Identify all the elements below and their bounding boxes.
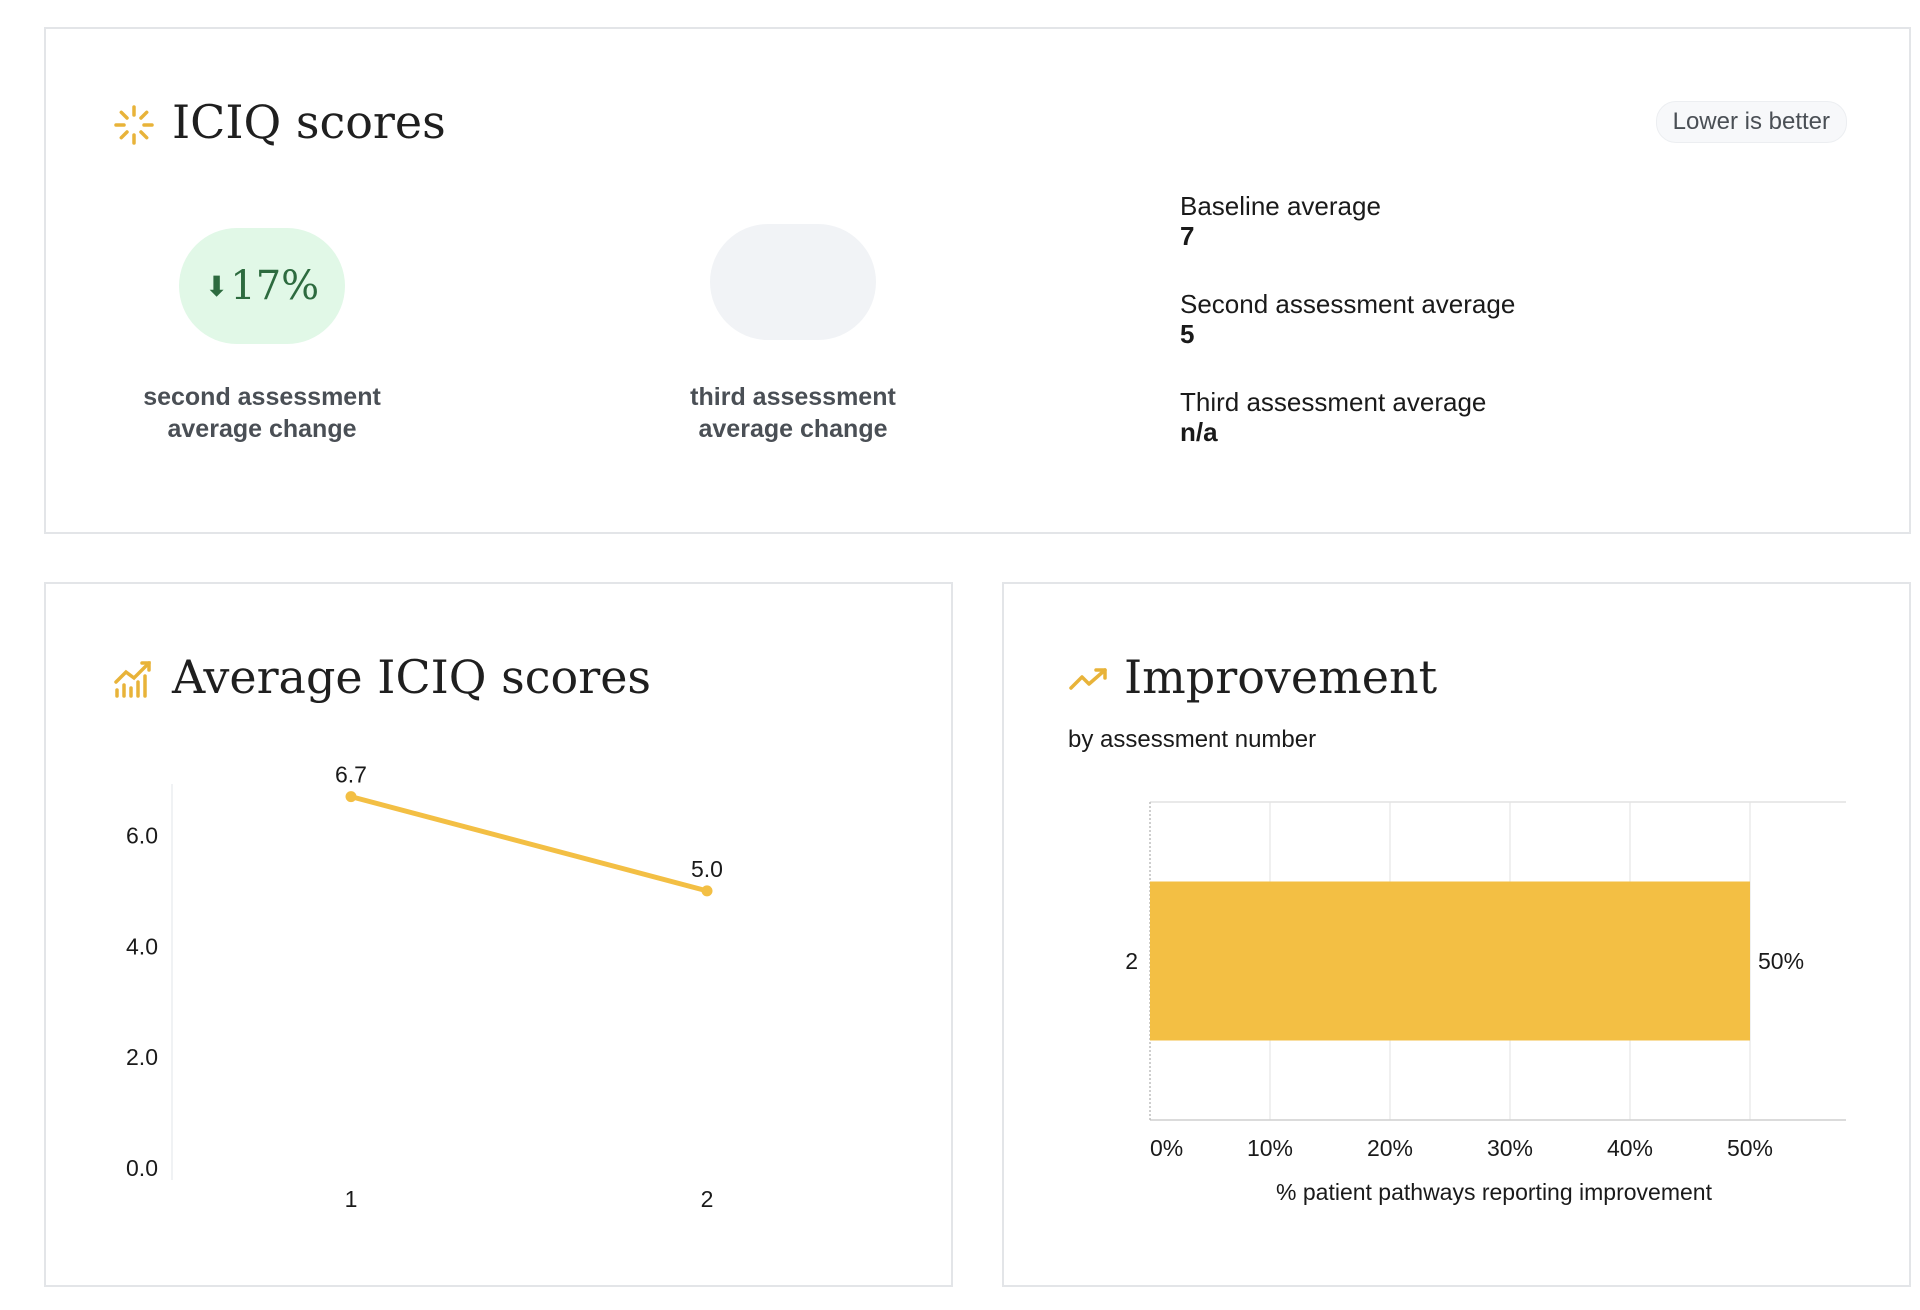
x-tick-label: 20% <box>1367 1135 1413 1161</box>
iciq-scores-card: ICIQ scores Lower is better ⬇ 17% second… <box>44 27 1911 534</box>
lower-is-better-badge: Lower is better <box>1655 101 1847 143</box>
trending-up-icon <box>1069 668 1107 690</box>
y-tick-label: 4.0 <box>126 933 158 959</box>
data-point <box>701 885 713 897</box>
y-tick-label: 0.0 <box>126 1155 158 1181</box>
x-tick-label: 1 <box>345 1186 358 1212</box>
x-axis-label: % patient pathways reporting improvement <box>1276 1179 1713 1205</box>
second-change-pill: ⬇ 17% <box>179 228 345 344</box>
third-assessment-average: Third assessment average n/a <box>1180 387 1487 447</box>
loader-icon <box>114 105 154 145</box>
x-tick-label: 30% <box>1487 1135 1533 1161</box>
baseline-average: Baseline average 7 <box>1180 191 1381 251</box>
y-tick-label: 2 <box>1125 948 1138 974</box>
arrow-down-icon: ⬇ <box>204 269 229 303</box>
series-line <box>348 794 710 894</box>
y-tick-label: 2.0 <box>126 1044 158 1070</box>
data-label: 5.0 <box>691 856 723 882</box>
third-change-label: third assessment average change <box>690 383 896 443</box>
second-assessment-average: Second assessment average 5 <box>1180 289 1516 349</box>
improvement-card: Improvement by assessment number 0% 10% 20… <box>1002 582 1911 1287</box>
scores-title: ICIQ scores <box>172 95 446 149</box>
data-label: 6.7 <box>335 762 367 788</box>
average-iciq-card: Average ICIQ scores 0.0 2.0 4.0 6.0 1 2 6.7 5.0 <box>44 582 953 1287</box>
bar-chart-icon <box>114 661 151 698</box>
improvement-subtitle: by assessment number <box>1068 726 1317 753</box>
x-tick-label: 40% <box>1607 1135 1653 1161</box>
x-tick-label: 2 <box>701 1186 714 1212</box>
x-tick-label: 50% <box>1727 1135 1773 1161</box>
third-change-pill <box>710 224 876 340</box>
average-iciq-line-chart: 0.0 2.0 4.0 6.0 1 2 6.7 5.0 <box>126 762 723 1212</box>
bar-value-label: 50% <box>1758 948 1804 974</box>
data-point <box>345 791 357 803</box>
bar <box>1150 881 1750 1041</box>
y-tick-label: 6.0 <box>126 822 158 848</box>
second-change-label: second assessment average change <box>143 383 381 443</box>
x-tick-label: 10% <box>1247 1135 1293 1161</box>
x-tick-label: 0% <box>1150 1135 1183 1161</box>
improvement-bar-chart: 0% 10% 20% 30% 40% 50% 2 50% % patient pathways … <box>1125 801 1846 1205</box>
improvement-chart-title: Improvement <box>1124 650 1438 704</box>
second-change-value: 17% <box>230 263 320 309</box>
average-chart-title: Average ICIQ scores <box>172 650 652 704</box>
